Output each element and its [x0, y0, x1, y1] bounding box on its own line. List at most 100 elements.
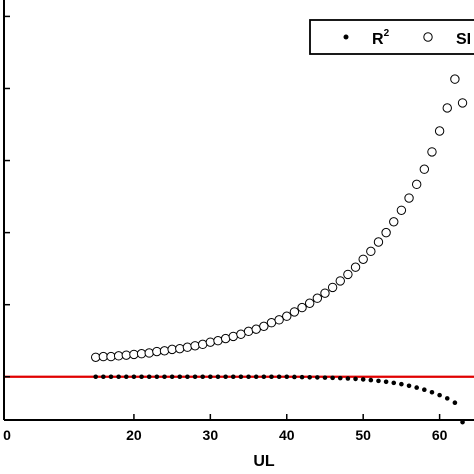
r2-point — [101, 374, 106, 380]
r2-point — [215, 374, 221, 380]
r2-point — [345, 376, 351, 381]
si-point — [182, 342, 193, 352]
si-point — [320, 288, 330, 298]
si-point — [404, 193, 414, 203]
legend-box — [309, 19, 474, 55]
si-point — [427, 147, 437, 157]
si-point — [381, 227, 391, 238]
r2-point — [108, 374, 114, 380]
r2-point — [292, 374, 297, 380]
r2-point — [246, 374, 251, 380]
r2-point — [223, 374, 228, 380]
r2-point — [452, 400, 458, 406]
r2-point — [376, 378, 381, 384]
si-point — [266, 318, 277, 328]
si-point — [197, 339, 208, 350]
r2-point — [276, 374, 282, 380]
si-point — [297, 302, 307, 313]
r2-point — [93, 374, 99, 380]
si-point — [91, 352, 101, 362]
si-point — [396, 205, 407, 215]
legend: R2 SI — [309, 19, 474, 55]
r2-point — [116, 374, 121, 380]
legend-r2-marker — [343, 34, 349, 40]
si-point — [450, 74, 460, 84]
r2-point — [169, 374, 175, 380]
r2-point — [230, 374, 236, 380]
r2-point — [315, 375, 320, 380]
si-point — [442, 103, 452, 113]
x-tick-label: 20 — [126, 427, 142, 443]
r2-point — [154, 374, 160, 380]
si-point — [136, 348, 147, 359]
si-point — [457, 98, 468, 108]
si-point — [434, 126, 445, 136]
si-point — [121, 350, 131, 360]
r2-point — [185, 374, 190, 380]
r2-point — [422, 387, 427, 393]
r2-point — [123, 374, 129, 380]
si-point — [312, 293, 323, 303]
r2-point — [284, 374, 290, 380]
si-point — [144, 348, 154, 358]
si-point — [167, 344, 177, 355]
r2-point — [261, 374, 267, 380]
si-point — [289, 307, 300, 317]
r2-point — [437, 392, 442, 398]
si-point — [220, 333, 231, 344]
si-point — [129, 349, 139, 360]
x-tick-label: 0 — [3, 427, 11, 443]
r2-point — [322, 375, 328, 380]
r2-point — [399, 381, 404, 387]
r2-point — [253, 374, 259, 380]
r2-point — [391, 380, 397, 386]
si-point — [205, 337, 216, 347]
r2-point — [307, 374, 312, 380]
si-point — [343, 269, 353, 280]
r2-point — [368, 377, 374, 383]
r2-point — [200, 374, 205, 380]
si-point — [282, 311, 292, 321]
si-point — [236, 329, 246, 339]
r2-point — [192, 374, 198, 380]
si-point — [350, 262, 361, 272]
r2-point — [299, 374, 305, 380]
r2-point — [146, 374, 152, 380]
si-point — [389, 217, 399, 227]
r2-point — [177, 374, 183, 380]
legend-si-marker — [423, 32, 433, 42]
r2-point — [444, 396, 450, 401]
legend-r2-label: R2 — [372, 28, 390, 48]
si-point — [335, 276, 345, 286]
si-point — [366, 246, 376, 257]
series-si — [91, 74, 468, 362]
si-point — [152, 346, 162, 357]
r2-point — [360, 377, 366, 382]
si-point — [106, 351, 116, 362]
si-point — [228, 331, 238, 342]
r2-point — [383, 379, 389, 385]
r2-point — [337, 375, 343, 381]
r2-point — [414, 385, 419, 390]
x-tick-label: 30 — [203, 427, 219, 443]
r2-point — [460, 419, 465, 425]
x-tick-label: 60 — [432, 427, 448, 443]
r2-point — [330, 375, 335, 381]
si-point — [251, 324, 261, 334]
si-point — [419, 164, 430, 174]
legend-si-label: SI — [456, 31, 471, 48]
si-point — [327, 282, 338, 293]
si-point — [373, 237, 384, 247]
r2-point — [139, 374, 144, 380]
si-point — [274, 315, 284, 325]
series-r2 — [93, 374, 465, 425]
si-point — [159, 346, 170, 356]
r2-point — [353, 376, 358, 382]
r2-point — [429, 389, 435, 395]
si-point — [98, 351, 109, 362]
r2-point — [269, 374, 274, 380]
r2-point — [131, 374, 137, 380]
x-tick-label: 50 — [355, 427, 371, 443]
